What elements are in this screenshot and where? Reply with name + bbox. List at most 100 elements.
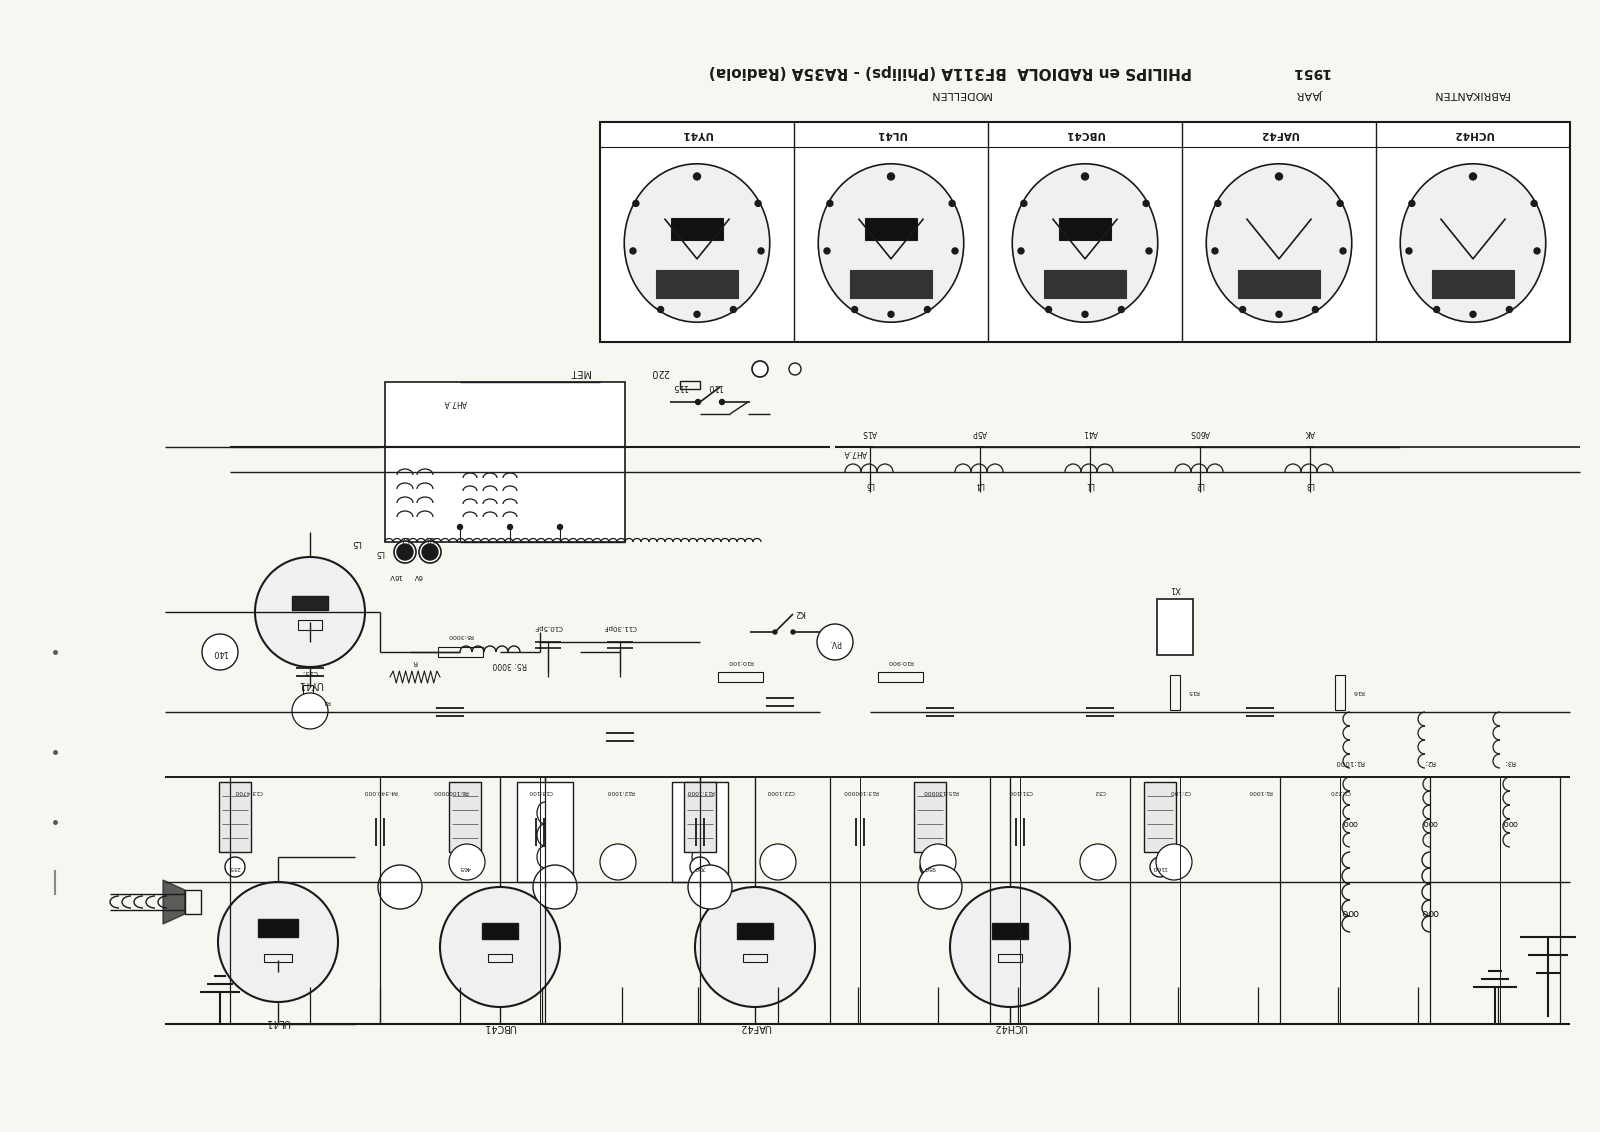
Ellipse shape — [1206, 164, 1352, 323]
Circle shape — [1046, 307, 1051, 312]
Text: 465: 465 — [459, 865, 470, 869]
Text: AH7.A: AH7.A — [443, 397, 467, 406]
Text: 700: 700 — [694, 865, 706, 869]
Circle shape — [920, 857, 941, 877]
Circle shape — [440, 887, 560, 1007]
Circle shape — [254, 557, 365, 667]
Text: FABRIKANTEN: FABRIKANTEN — [1432, 89, 1509, 98]
Bar — [998, 954, 1022, 962]
Text: MET: MET — [570, 367, 590, 377]
Bar — [264, 954, 291, 962]
Text: PHILIPS en RADIOLA  BF311A (Philips) - RA35A (Radiola): PHILIPS en RADIOLA BF311A (Philips) - RA… — [709, 65, 1192, 79]
Text: A41: A41 — [1083, 428, 1098, 437]
Circle shape — [1142, 200, 1149, 206]
Circle shape — [291, 693, 328, 729]
Text: R1:1000: R1:1000 — [1248, 789, 1272, 795]
Circle shape — [1018, 248, 1024, 254]
Text: ooo: ooo — [1502, 817, 1518, 826]
Text: UAF42: UAF42 — [739, 1022, 771, 1032]
Bar — [1334, 675, 1346, 710]
Circle shape — [690, 857, 710, 877]
Text: L7: L7 — [400, 533, 410, 542]
Text: AK: AK — [1306, 428, 1315, 437]
Bar — [1059, 217, 1110, 240]
Circle shape — [1434, 307, 1440, 312]
Circle shape — [773, 631, 778, 634]
Bar — [866, 217, 917, 240]
Bar — [1157, 599, 1194, 655]
Circle shape — [888, 311, 894, 317]
Text: C13:: C13: — [302, 669, 318, 675]
Text: UL41: UL41 — [266, 1017, 291, 1027]
Text: L2: L2 — [1195, 480, 1205, 489]
Ellipse shape — [818, 164, 963, 323]
Text: A60S: A60S — [1190, 428, 1210, 437]
Circle shape — [789, 363, 802, 375]
Bar — [600, 122, 1570, 342]
Text: 110: 110 — [707, 383, 723, 392]
Text: JAAR: JAAR — [1298, 89, 1323, 98]
Circle shape — [1506, 307, 1512, 312]
Circle shape — [1406, 248, 1411, 254]
Circle shape — [454, 857, 475, 877]
Bar — [258, 919, 298, 937]
Text: C13:100: C13:100 — [528, 789, 552, 795]
Circle shape — [507, 524, 512, 530]
Circle shape — [634, 200, 638, 206]
Text: R13:1000: R13:1000 — [686, 789, 714, 795]
Text: C22:1000: C22:1000 — [766, 789, 794, 795]
Text: 115: 115 — [672, 383, 688, 392]
Circle shape — [1080, 844, 1117, 880]
Bar — [877, 672, 923, 681]
Circle shape — [1275, 173, 1283, 180]
Ellipse shape — [394, 541, 416, 563]
Circle shape — [1118, 307, 1125, 312]
Text: R1:1000: R1:1000 — [1334, 758, 1365, 765]
Circle shape — [720, 400, 725, 404]
Text: ooo: ooo — [1421, 907, 1438, 917]
Circle shape — [1341, 248, 1346, 254]
Circle shape — [730, 307, 736, 312]
Circle shape — [918, 865, 962, 909]
Text: UCH42: UCH42 — [994, 1022, 1027, 1032]
Bar — [680, 381, 701, 389]
Circle shape — [824, 248, 830, 254]
Circle shape — [693, 173, 701, 180]
Bar — [742, 954, 766, 962]
Text: R12:1000: R12:1000 — [606, 789, 634, 795]
Text: A5P: A5P — [973, 428, 987, 437]
Bar — [437, 648, 483, 657]
Bar — [738, 923, 773, 940]
Circle shape — [696, 400, 701, 404]
Circle shape — [1240, 307, 1246, 312]
Text: L8: L8 — [426, 533, 435, 542]
Circle shape — [752, 361, 768, 377]
Circle shape — [952, 248, 958, 254]
Circle shape — [694, 311, 701, 317]
Text: L5: L5 — [376, 548, 384, 557]
Polygon shape — [163, 880, 186, 924]
Bar — [482, 923, 518, 940]
Ellipse shape — [1400, 164, 1546, 323]
Circle shape — [1155, 844, 1192, 880]
Text: C13:4700: C13:4700 — [234, 789, 262, 795]
Ellipse shape — [419, 541, 442, 563]
Bar — [302, 685, 314, 720]
Circle shape — [533, 865, 578, 909]
Bar — [670, 217, 723, 240]
Circle shape — [760, 844, 797, 880]
Bar — [386, 381, 626, 542]
Text: 930: 930 — [925, 865, 936, 869]
Circle shape — [1469, 173, 1477, 180]
Circle shape — [1534, 248, 1541, 254]
Text: R15: R15 — [1187, 689, 1198, 695]
Text: UY41: UY41 — [682, 129, 712, 139]
Text: C2:100: C2:100 — [1170, 789, 1190, 795]
Bar — [450, 782, 482, 852]
Bar — [186, 890, 202, 914]
Circle shape — [458, 524, 462, 530]
Circle shape — [950, 887, 1070, 1007]
Circle shape — [1312, 307, 1318, 312]
Ellipse shape — [624, 164, 770, 323]
Bar — [914, 782, 946, 852]
